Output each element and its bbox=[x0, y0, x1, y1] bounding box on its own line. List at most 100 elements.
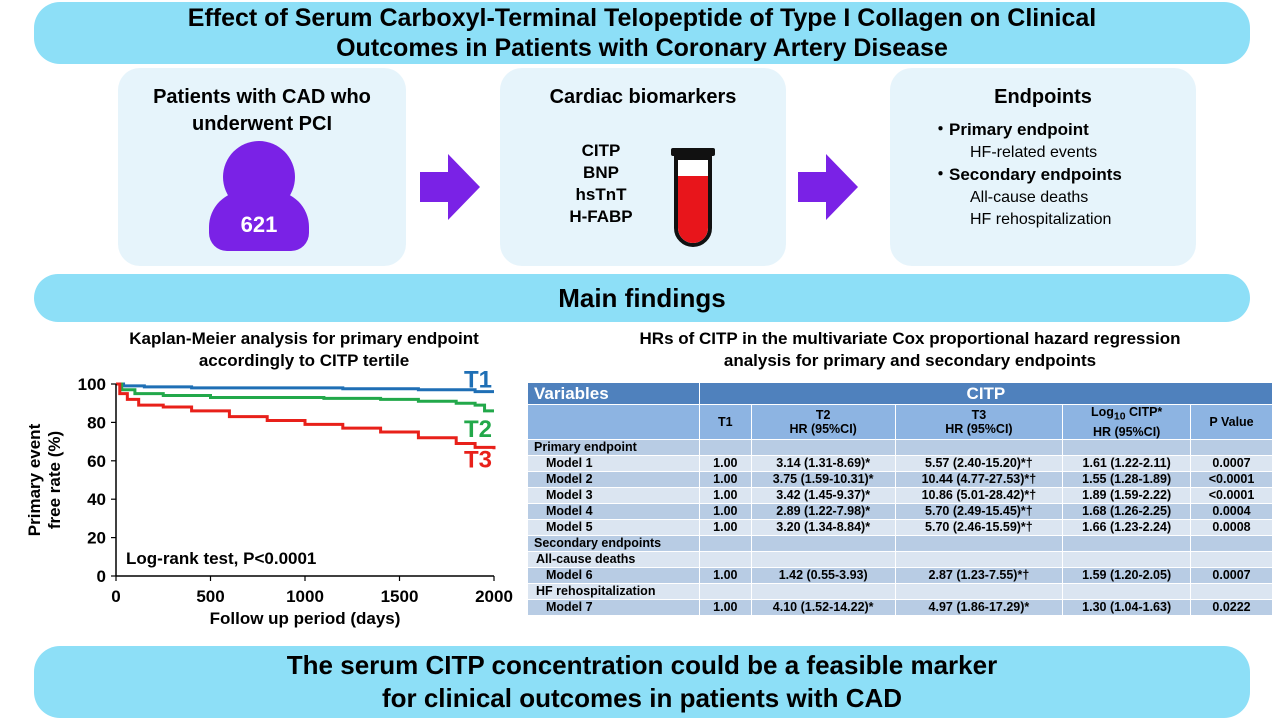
page-title: Effect of Serum Carboxyl-Terminal Telope… bbox=[34, 2, 1250, 64]
hr-title-line: analysis for primary and secondary endpo… bbox=[723, 351, 1097, 370]
empty-cell bbox=[698, 550, 752, 568]
biomarker-list: CITP BNP hsTnT H-FABP bbox=[556, 140, 646, 228]
table-row: Model 6 1.00 1.42 (0.55-3.93) 2.87 (1.23-7.… bbox=[527, 566, 1273, 584]
t2-cell: 1.42 (0.55-3.93) bbox=[750, 566, 896, 584]
empty-cell bbox=[894, 438, 1064, 456]
x-axis-label: Follow up period (days) bbox=[210, 609, 401, 628]
endpoints-card-title: Endpoints bbox=[994, 86, 1092, 108]
person-icon-body: 621 bbox=[209, 191, 309, 251]
col-log-citp: Log10 CITP* HR (95%CI) bbox=[1062, 404, 1192, 440]
t2-cell: 3.14 (1.31-8.69)* bbox=[750, 454, 896, 472]
t1-cell: 1.00 bbox=[698, 566, 752, 584]
series-label-t3: T3 bbox=[464, 446, 492, 473]
x-tick-label: 1000 bbox=[286, 587, 324, 606]
header-variables: Variables bbox=[527, 382, 700, 405]
empty-cell bbox=[750, 550, 896, 568]
biomarker-item: hsTnT bbox=[575, 185, 627, 204]
right-arrow-icon bbox=[420, 154, 480, 220]
table-row: Model 7 1.00 4.10 (1.52-14.22)* 4.97 (1.86-… bbox=[527, 598, 1273, 616]
km-title-line: accordingly to CITP tertile bbox=[198, 351, 410, 370]
x-tick-label: 500 bbox=[196, 587, 224, 606]
biomarker-item: BNP bbox=[583, 163, 619, 182]
patients-title-line: underwent PCI bbox=[191, 113, 332, 135]
y-tick-label: 0 bbox=[97, 567, 106, 586]
empty-cell bbox=[698, 534, 752, 552]
subheader-empty bbox=[527, 404, 700, 440]
conclusion-line: The serum CITP concentration could be a … bbox=[286, 650, 998, 680]
t2-cell: 3.42 (1.45-9.37)* bbox=[750, 486, 896, 504]
t1-cell: 1.00 bbox=[698, 598, 752, 616]
km-title-line: Kaplan-Meier analysis for primary endpoi… bbox=[129, 329, 479, 348]
main-findings-banner: Main findings bbox=[34, 274, 1250, 322]
table-row: Model 5 1.00 3.20 (1.34-8.84)* 5.70 (2.46-1… bbox=[527, 518, 1273, 536]
hr-table-title: HRs of CITP in the multivariate Cox prop… bbox=[540, 328, 1280, 372]
t3-cell: 10.44 (4.77-27.53)*† bbox=[894, 470, 1064, 488]
col-t3: T3 HR (95%CI) bbox=[894, 404, 1064, 440]
y-tick-label: 40 bbox=[87, 490, 106, 509]
row-label: Model 1 bbox=[527, 454, 700, 472]
km-curve-t1 bbox=[116, 382, 494, 394]
t1-cell: 1.00 bbox=[698, 518, 752, 536]
biomarker-item: CITP bbox=[581, 141, 621, 160]
x-tick-label: 2000 bbox=[475, 587, 513, 606]
p-value-cell: 0.0007 bbox=[1190, 454, 1273, 472]
t3-cell: 4.97 (1.86-17.29)* bbox=[894, 598, 1064, 616]
empty-cell bbox=[894, 582, 1064, 600]
col-log-sub: 10 bbox=[1113, 411, 1126, 423]
title-line: Effect of Serum Carboxyl-Terminal Telope… bbox=[187, 4, 1097, 32]
t3-cell: 5.70 (2.49-15.45)*† bbox=[894, 502, 1064, 520]
biomarkers-card-title: Cardiac biomarkers bbox=[549, 86, 737, 108]
y-tick-label: 60 bbox=[87, 452, 106, 471]
empty-cell bbox=[1190, 582, 1273, 600]
log-citp-cell: 1.89 (1.59-2.22) bbox=[1062, 486, 1192, 504]
p-value-cell: <0.0001 bbox=[1190, 486, 1273, 504]
series-label-t1: T1 bbox=[464, 367, 492, 394]
t3-cell: 10.86 (5.01-28.42)*† bbox=[894, 486, 1064, 504]
table-row: All-cause deaths bbox=[527, 550, 1273, 568]
log-citp-cell: 1.61 (1.22-2.11) bbox=[1062, 454, 1192, 472]
empty-cell bbox=[1190, 550, 1273, 568]
empty-cell bbox=[894, 550, 1064, 568]
t2-cell: 4.10 (1.52-14.22)* bbox=[750, 598, 896, 616]
t2-cell: 3.20 (1.34-8.84)* bbox=[750, 518, 896, 536]
row-label: Model 2 bbox=[527, 470, 700, 488]
x-tick-label: 1500 bbox=[381, 587, 419, 606]
p-value-cell: 0.0222 bbox=[1190, 598, 1273, 616]
km-curve-t2 bbox=[116, 382, 494, 413]
endpoints-card: Endpoints ・Primary endpoint HF-related e… bbox=[890, 68, 1196, 266]
hr-title-line: HRs of CITP in the multivariate Cox prop… bbox=[639, 329, 1181, 348]
row-label: HF rehospitalization bbox=[527, 582, 700, 600]
empty-cell bbox=[750, 534, 896, 552]
table-row: Primary endpoint bbox=[527, 438, 1273, 456]
row-label: Model 7 bbox=[527, 598, 700, 616]
empty-cell bbox=[750, 582, 896, 600]
empty-cell bbox=[698, 582, 752, 600]
y-tick-label: 100 bbox=[78, 375, 106, 394]
empty-cell bbox=[1190, 534, 1273, 552]
row-label: Primary endpoint bbox=[527, 438, 700, 456]
t3-cell: 5.57 (2.40-15.20)*† bbox=[894, 454, 1064, 472]
y-tick-label: 80 bbox=[87, 413, 106, 432]
empty-cell bbox=[1062, 550, 1192, 568]
log-rank-annotation: Log-rank test, P<0.0001 bbox=[126, 549, 316, 568]
secondary-endpoint-item: All-cause deaths bbox=[970, 189, 1089, 206]
col-t2: T2 HR (95%CI) bbox=[750, 404, 896, 440]
secondary-endpoints-label: ・Secondary endpoints bbox=[932, 165, 1122, 184]
empty-cell bbox=[1062, 438, 1192, 456]
patient-count: 621 bbox=[240, 212, 278, 237]
t2-cell: 2.89 (1.22-7.98)* bbox=[750, 502, 896, 520]
p-value-cell: 0.0008 bbox=[1190, 518, 1273, 536]
row-label: Model 3 bbox=[527, 486, 700, 504]
table-row: Model 1 1.00 3.14 (1.31-8.69)* 5.57 (2.40-1… bbox=[527, 454, 1273, 472]
y-axis-label: free rate (%) bbox=[45, 431, 64, 529]
table-row: HF rehospitalization bbox=[527, 582, 1273, 600]
t2-cell: 3.75 (1.59-10.31)* bbox=[750, 470, 896, 488]
table-row: Model 4 1.00 2.89 (1.22-7.98)* 5.70 (2.49-1… bbox=[527, 502, 1273, 520]
t3-cell: 2.87 (1.23-7.55)*† bbox=[894, 566, 1064, 584]
right-arrow-icon bbox=[798, 154, 858, 220]
row-label: Model 5 bbox=[527, 518, 700, 536]
biomarker-item: H-FABP bbox=[569, 207, 633, 226]
blood-tube-icon bbox=[671, 148, 715, 247]
hr-table: Variables CITP T1 T2 HR (95%CI) T3 HR (95%… bbox=[527, 382, 1274, 616]
log-citp-cell: 1.68 (1.26-2.25) bbox=[1062, 502, 1192, 520]
